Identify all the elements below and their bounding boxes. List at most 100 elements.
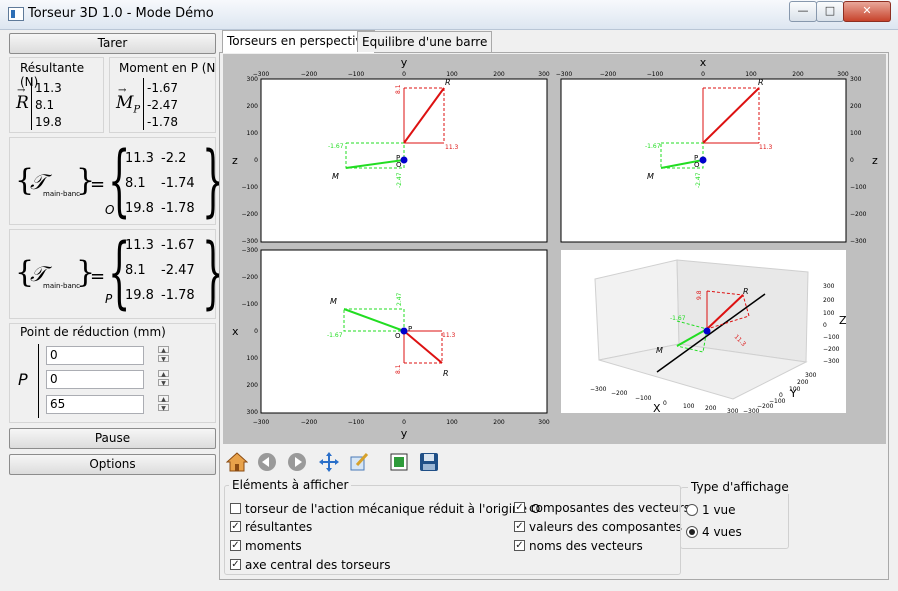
checkbox-valeurs[interactable]: ✓ bbox=[514, 521, 525, 532]
point-z-spin-up[interactable]: ▲ bbox=[158, 395, 169, 403]
svg-text:−200: −200 bbox=[757, 403, 774, 410]
radio-option-1-vue[interactable]: 1 vue bbox=[686, 503, 776, 519]
right-brace: } bbox=[76, 255, 96, 290]
resultante-label: Résultante (N) bbox=[20, 61, 85, 89]
svg-text:0: 0 bbox=[663, 400, 667, 407]
svg-text:11.3: 11.3 bbox=[759, 144, 773, 151]
svg-text:100: 100 bbox=[823, 310, 835, 317]
system-brace: { bbox=[108, 228, 131, 318]
torseur-O-values: 11.3 -2.2 8.1 -1.74 19.8 -1.78 bbox=[125, 146, 195, 221]
options-button[interactable]: Options bbox=[9, 454, 216, 475]
top-right-right-ticks: 300 200 100 0 −100 −200 −300 bbox=[850, 76, 867, 245]
svg-text:P: P bbox=[408, 325, 412, 333]
svg-text:0: 0 bbox=[402, 419, 406, 426]
torseur-O-r3: 19.8 bbox=[125, 201, 154, 216]
tab-equilibre[interactable]: Equilibre d'une barre bbox=[357, 31, 493, 52]
pan-icon[interactable] bbox=[318, 451, 340, 473]
left-brace: { bbox=[15, 255, 35, 290]
svg-text:200: 200 bbox=[493, 71, 505, 78]
top-left-resultant-vector bbox=[403, 87, 445, 144]
svg-text:O: O bbox=[694, 161, 700, 169]
svg-text:200: 200 bbox=[850, 103, 862, 110]
plots-svg[interactable]: R y z 300 200 100 0 −100 −200 −300 8.1 1… bbox=[223, 54, 886, 444]
axis3d-z-ticks: 300 200 100 0 −100 −200 −300 bbox=[823, 283, 840, 365]
option-moments[interactable]: ✓ moments bbox=[230, 539, 302, 553]
plot-bottom-left[interactable]: y x −300 −200 −100 0 100 200 300 11.3 8.… bbox=[232, 247, 548, 440]
radio-1-vue[interactable] bbox=[686, 504, 698, 516]
svg-text:−100: −100 bbox=[242, 301, 259, 308]
option-resultantes[interactable]: ✓ résultantes bbox=[230, 520, 313, 534]
elements-group-title: Eléments à afficher bbox=[229, 478, 352, 492]
checkbox-noms[interactable]: ✓ bbox=[514, 540, 525, 551]
svg-text:−100: −100 bbox=[348, 419, 365, 426]
tarer-button[interactable]: Tarer bbox=[9, 33, 216, 54]
equals-sign: = bbox=[90, 174, 106, 195]
back-icon[interactable] bbox=[256, 451, 278, 473]
svg-text:100: 100 bbox=[446, 419, 458, 426]
torseur-P-r2: 8.1 bbox=[125, 263, 146, 278]
minimize-button[interactable]: — bbox=[789, 1, 817, 22]
pause-button[interactable]: Pause bbox=[9, 428, 216, 449]
option-composantes[interactable]: ✓ composantes des vecteurs bbox=[514, 501, 690, 515]
display-type-title: Type d'affichage bbox=[688, 480, 792, 494]
svg-text:0: 0 bbox=[254, 328, 258, 335]
point-x-input[interactable]: 0 bbox=[46, 346, 144, 365]
plot-top-left[interactable]: y z 300 200 100 0 −100 −200 −300 8.1 11.… bbox=[232, 56, 548, 245]
resultante-values: 11.3 8.1 19.8 bbox=[35, 80, 62, 131]
point-y-spin-down[interactable]: ▼ bbox=[158, 379, 169, 387]
option-torseur-origine[interactable]: torseur de l'action mécanique réduit à l… bbox=[230, 502, 540, 518]
svg-text:0: 0 bbox=[402, 71, 406, 78]
point-x-spin-up[interactable]: ▲ bbox=[158, 346, 169, 354]
svg-text:200: 200 bbox=[797, 379, 809, 386]
checkbox-torseur-origine[interactable] bbox=[230, 503, 241, 514]
moment-y: -2.47 bbox=[147, 98, 179, 112]
svg-text:−300: −300 bbox=[253, 71, 270, 78]
tab-perspective[interactable]: Torseurs en perspective bbox=[222, 30, 375, 53]
svg-text:200: 200 bbox=[823, 297, 835, 304]
svg-text:R: R bbox=[743, 287, 749, 296]
point-x-spin-down[interactable]: ▼ bbox=[158, 355, 169, 363]
top-left-point-p bbox=[400, 156, 408, 164]
point-z-input[interactable]: 65 bbox=[46, 395, 144, 414]
svg-text:−100: −100 bbox=[850, 184, 867, 191]
torseur-P-r1: 11.3 bbox=[125, 238, 154, 253]
checkbox-composantes[interactable]: ✓ bbox=[514, 502, 525, 513]
radio-option-4-vues[interactable]: 4 vues bbox=[686, 525, 776, 541]
maximize-button[interactable]: □ bbox=[816, 1, 844, 22]
svg-text:−200: −200 bbox=[301, 419, 318, 426]
radio-4-vues[interactable] bbox=[686, 526, 698, 538]
save-icon[interactable] bbox=[418, 451, 440, 473]
option-valeurs[interactable]: ✓ valeurs des composantes bbox=[514, 520, 682, 534]
option-axe-central[interactable]: ✓ axe central des torseurs bbox=[230, 558, 391, 572]
plot-canvas[interactable]: R y z 300 200 100 0 −100 −200 −300 8.1 1… bbox=[223, 54, 886, 444]
svg-text:100: 100 bbox=[247, 130, 259, 137]
moment-z: -1.78 bbox=[147, 115, 179, 129]
close-button[interactable]: ✕ bbox=[843, 1, 891, 22]
bottom-left-bottom-axis-label: y bbox=[401, 427, 408, 440]
svg-text:−100: −100 bbox=[242, 184, 259, 191]
torseur-O-panel: { 𝒯 main-banc } = { O 11.3 -2.2 8.1 -1.74 … bbox=[9, 137, 224, 225]
subplots-icon[interactable] bbox=[388, 451, 410, 473]
axis3d-y-label: Y bbox=[789, 387, 797, 400]
svg-text:−300: −300 bbox=[850, 238, 867, 245]
checkbox-axe-central[interactable]: ✓ bbox=[230, 559, 241, 570]
torseur-O-m1: -2.2 bbox=[161, 151, 187, 166]
forward-icon[interactable] bbox=[286, 451, 308, 473]
point-y-spin-up[interactable]: ▲ bbox=[158, 370, 169, 378]
point-z-spin-down[interactable]: ▼ bbox=[158, 404, 169, 412]
point-y-input[interactable]: 0 bbox=[46, 370, 144, 389]
checkbox-resultantes[interactable]: ✓ bbox=[230, 521, 241, 532]
svg-text:M: M bbox=[330, 297, 337, 306]
svg-text:−100: −100 bbox=[635, 395, 652, 402]
svg-text:-2.47: -2.47 bbox=[396, 172, 403, 188]
plot-top-right[interactable]: x z 300 200 100 0 −100 −200 −300 11.3 R … bbox=[560, 56, 878, 245]
configure-icon[interactable] bbox=[348, 451, 370, 473]
system-brace-right: } bbox=[202, 228, 225, 318]
option-noms[interactable]: ✓ noms des vecteurs bbox=[514, 539, 643, 553]
home-icon[interactable] bbox=[226, 451, 248, 473]
window-title: Torseur 3D 1.0 - Mode Démo bbox=[28, 6, 214, 21]
svg-text:-1.67: -1.67 bbox=[328, 143, 344, 150]
checkbox-moments[interactable]: ✓ bbox=[230, 540, 241, 551]
top-left-label-m: M bbox=[332, 172, 339, 181]
plot-3d[interactable]: 9.8 11.3 R -1.67 M X Y Z 300 200 100 0 −… bbox=[561, 250, 847, 415]
